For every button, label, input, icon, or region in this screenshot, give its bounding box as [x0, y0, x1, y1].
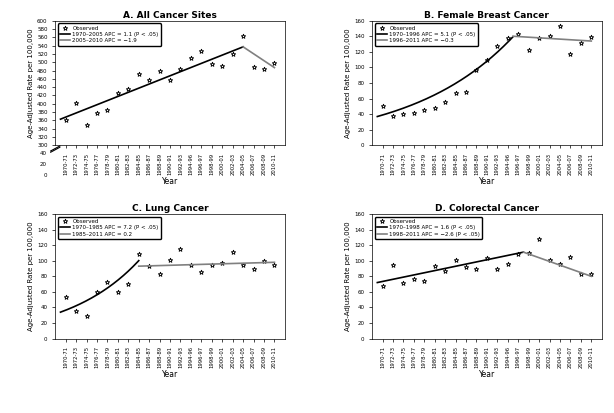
- 1996–2011 APC = −0.3: [510, 34, 517, 39]
- 1996–2011 APC = −0.3: [514, 34, 521, 39]
- 1970–1996 APC = 5.1 (P < .05): [374, 114, 381, 119]
- Title: A. All Cancer Sites: A. All Cancer Sites: [123, 11, 217, 20]
- Title: B. Female Breast Cancer: B. Female Breast Cancer: [424, 11, 550, 20]
- Line: 1985–2011 APC = 0.2: 1985–2011 APC = 0.2: [139, 262, 274, 266]
- Y-axis label: Age-Adjusted Rate per 100,000: Age-Adjusted Rate per 100,000: [345, 28, 351, 138]
- 1985–2011 APC = 0.2: [271, 260, 278, 265]
- Y-axis label: Age-Adjusted Rate per 100,000: Age-Adjusted Rate per 100,000: [28, 221, 34, 331]
- 1985–2011 APC = 0.2: [160, 263, 168, 268]
- 1985–2011 APC = 0.2: [264, 260, 271, 265]
- 1985–2011 APC = 0.2: [141, 263, 148, 268]
- Text: 40: 40: [40, 151, 47, 156]
- 1985–2011 APC = 0.2: [259, 260, 266, 265]
- Line: 1970–1996 APC = 5.1 (P < .05): 1970–1996 APC = 5.1 (P < .05): [378, 37, 513, 116]
- Title: D. Colorectal Cancer: D. Colorectal Cancer: [435, 204, 539, 213]
- Text: 20: 20: [40, 162, 47, 167]
- Legend: Observed, 1970–1998 APC = 1.6 (P < .05), 1998–2011 APC = −2.6 (P < .05): Observed, 1970–1998 APC = 1.6 (P < .05),…: [375, 217, 483, 239]
- 1970–1985 APC = 7.2 (P < .05): [128, 265, 136, 270]
- Legend: Observed, 1970–2005 APC = 1.1 (P < .05), 2005–2010 APC = −1.9: Observed, 1970–2005 APC = 1.1 (P < .05),…: [58, 24, 161, 46]
- 1985–2011 APC = 0.2: [171, 263, 179, 268]
- Line: 1996–2011 APC = −0.3: 1996–2011 APC = −0.3: [513, 36, 591, 41]
- 1996–2011 APC = −0.3: [581, 38, 588, 43]
- 1996–2011 APC = −0.3: [513, 34, 520, 39]
- Line: 1970–1985 APC = 7.2 (P < .05): 1970–1985 APC = 7.2 (P < .05): [60, 261, 139, 312]
- 1985–2011 APC = 0.2: [135, 263, 142, 268]
- 1970–1985 APC = 7.2 (P < .05): [135, 258, 142, 263]
- Legend: Observed, 1970–1985 APC = 7.2 (P < .05), 1985–2011 APC = 0.2: Observed, 1970–1985 APC = 7.2 (P < .05),…: [58, 217, 161, 239]
- 1970–1996 APC = 5.1 (P < .05): [382, 112, 389, 116]
- X-axis label: Year: Year: [479, 176, 495, 185]
- Text: 0: 0: [44, 173, 47, 178]
- 1970–1985 APC = 7.2 (P < .05): [56, 310, 64, 315]
- 1996–2011 APC = −0.3: [530, 35, 537, 40]
- 1970–1985 APC = 7.2 (P < .05): [77, 301, 85, 306]
- Y-axis label: Age-Adjusted Rate per 100,000: Age-Adjusted Rate per 100,000: [28, 28, 34, 138]
- X-axis label: Year: Year: [162, 176, 178, 185]
- 1970–1985 APC = 7.2 (P < .05): [60, 309, 68, 313]
- Y-axis label: Age-Adjusted Rate per 100,000: Age-Adjusted Rate per 100,000: [345, 221, 351, 331]
- 1970–1996 APC = 5.1 (P < .05): [502, 41, 510, 46]
- 1970–1985 APC = 7.2 (P < .05): [71, 304, 79, 309]
- 1970–1996 APC = 5.1 (P < .05): [510, 34, 517, 39]
- Legend: Observed, 1970–1996 APC = 5.1 (P < .05), 1996–2011 APC = −0.3: Observed, 1970–1996 APC = 5.1 (P < .05),…: [375, 24, 478, 46]
- 1996–2011 APC = −0.3: [584, 38, 591, 43]
- X-axis label: Year: Year: [162, 370, 178, 379]
- X-axis label: Year: Year: [479, 370, 495, 379]
- 1985–2011 APC = 0.2: [143, 263, 150, 268]
- 1970–1996 APC = 5.1 (P < .05): [399, 106, 406, 111]
- 1970–1985 APC = 7.2 (P < .05): [131, 262, 139, 267]
- 1970–1996 APC = 5.1 (P < .05): [410, 102, 417, 107]
- Title: C. Lung Cancer: C. Lung Cancer: [132, 204, 208, 213]
- 1970–1985 APC = 7.2 (P < .05): [61, 308, 69, 313]
- 1996–2011 APC = −0.3: [588, 38, 595, 43]
- 1970–1996 APC = 5.1 (P < .05): [379, 112, 386, 117]
- 1970–1996 APC = 5.1 (P < .05): [498, 46, 505, 51]
- 1996–2011 APC = −0.3: [524, 35, 531, 40]
